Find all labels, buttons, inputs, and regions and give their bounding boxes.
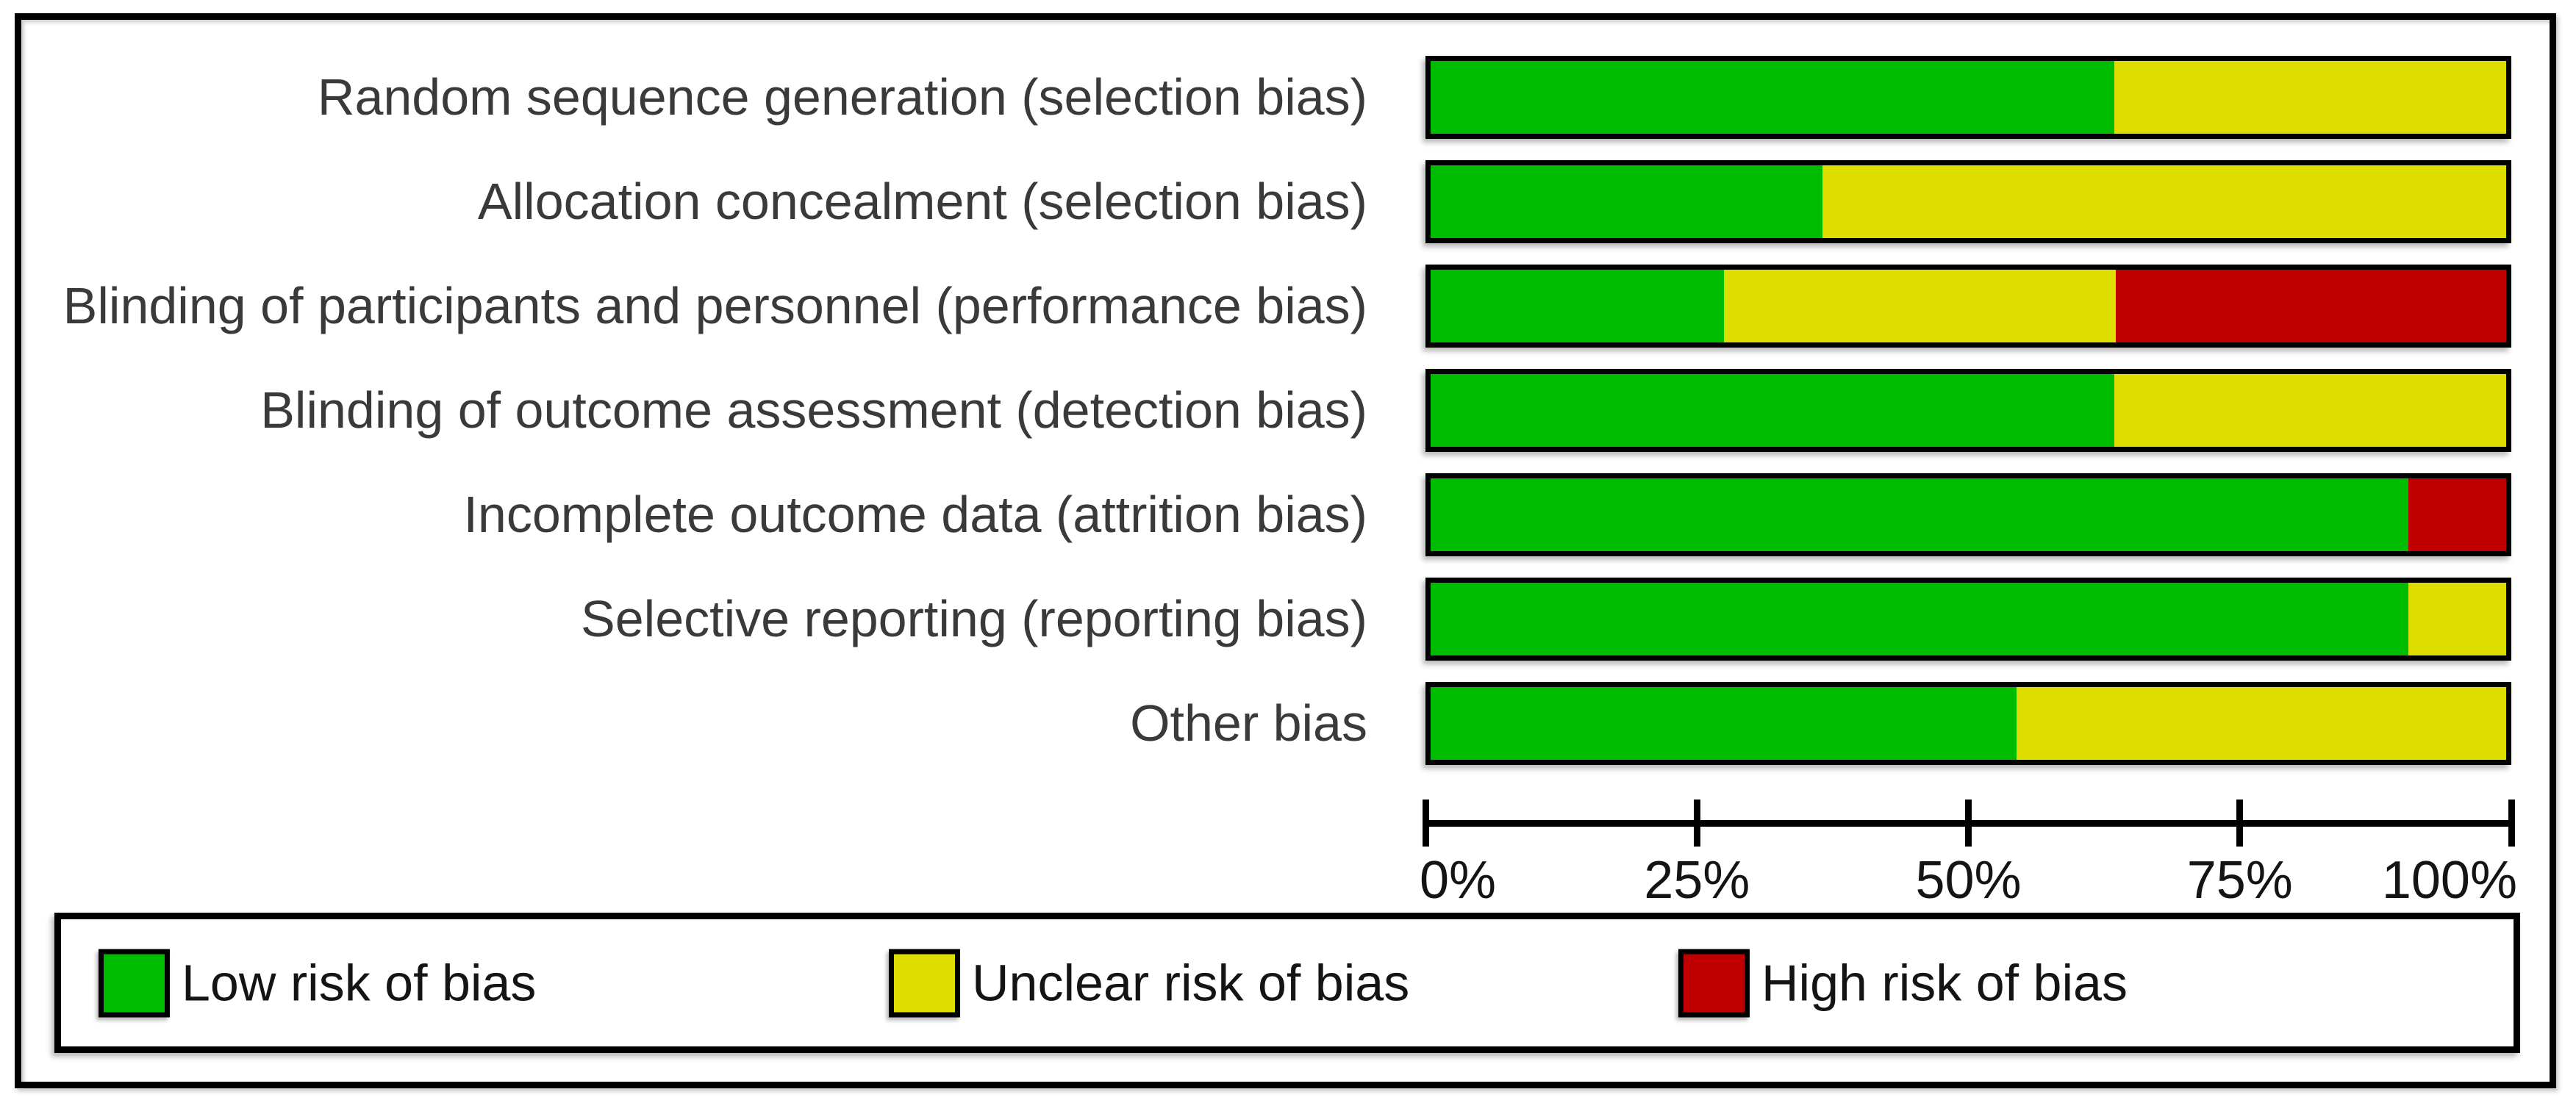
legend-swatch-high-risk [1678,949,1750,1017]
bar-segment-high-risk [2408,478,2506,551]
stacked-bar [1425,578,2511,661]
bar-row: Selective reporting (reporting bias) [0,578,2576,661]
x-axis-tick [1965,800,1972,847]
x-axis-tick-label: 50% [1915,851,2022,910]
bar-segment-low-risk [1431,270,1725,342]
stacked-bar [1425,369,2511,452]
category-label: Blinding of outcome assessment (detectio… [260,381,1367,439]
bar-segment-low-risk [1431,61,2115,134]
bar-segment-low-risk [1431,165,1822,238]
bar-segment-unclear-risk [1724,270,2116,342]
x-axis-tick-label: 0% [1420,851,1497,910]
bar-segment-unclear-risk [2408,583,2506,655]
stacked-bar [1425,682,2511,765]
x-axis-tick [1422,800,1429,847]
bar-row: Allocation concealment (selection bias) [0,160,2576,243]
legend-label: High risk of bias [1761,954,2128,1012]
category-label: Selective reporting (reporting bias) [581,590,1367,647]
bar-row: Random sequence generation (selection bi… [0,56,2576,139]
x-axis-tick [2236,800,2244,847]
bar-segment-unclear-risk [1822,165,2506,238]
legend-label: Unclear risk of bias [972,954,1410,1012]
bar-row: Blinding of participants and personnel (… [0,265,2576,348]
stacked-bar [1425,473,2511,556]
legend-item-unclear-risk: Unclear risk of bias [889,949,1409,1017]
category-label: Blinding of participants and personnel (… [62,277,1367,334]
x-axis-tick [1693,800,1700,847]
legend-box: Low risk of bias Unclear risk of bias High… [54,913,2520,1053]
stacked-bar [1425,265,2511,348]
legend-swatch-low-risk [99,949,170,1017]
bar-segment-low-risk [1431,374,2115,447]
x-axis-tick-label: 100% [2381,851,2517,910]
bar-segment-low-risk [1431,583,2408,655]
bar-segment-low-risk [1431,478,2408,551]
figure-border [15,13,2556,1088]
category-label: Allocation concealment (selection bias) [477,173,1367,230]
bar-segment-unclear-risk [2114,374,2506,447]
x-axis-tick-label: 25% [1644,851,1750,910]
legend-swatch-unclear-risk [889,949,960,1017]
x-axis-tick [2508,800,2515,847]
legend-label: Low risk of bias [182,954,537,1012]
bar-segment-low-risk [1431,687,2017,760]
bar-row: Other bias [0,682,2576,765]
legend-item-high-risk: High risk of bias [1678,949,2128,1017]
x-axis-tick-label: 75% [2186,851,2293,910]
bar-segment-high-risk [2115,270,2506,342]
bar-row: Incomplete outcome data (attrition bias) [0,473,2576,556]
bar-row: Blinding of outcome assessment (detectio… [0,369,2576,452]
stacked-bar [1425,160,2511,243]
bar-segment-unclear-risk [2114,61,2506,134]
category-label: Random sequence generation (selection bi… [317,68,1367,126]
stacked-bar [1425,56,2511,139]
legend-item-low-risk: Low risk of bias [99,949,536,1017]
category-label: Other bias [1130,694,1367,752]
bar-segment-unclear-risk [2017,687,2506,760]
category-label: Incomplete outcome data (attrition bias) [463,486,1367,543]
